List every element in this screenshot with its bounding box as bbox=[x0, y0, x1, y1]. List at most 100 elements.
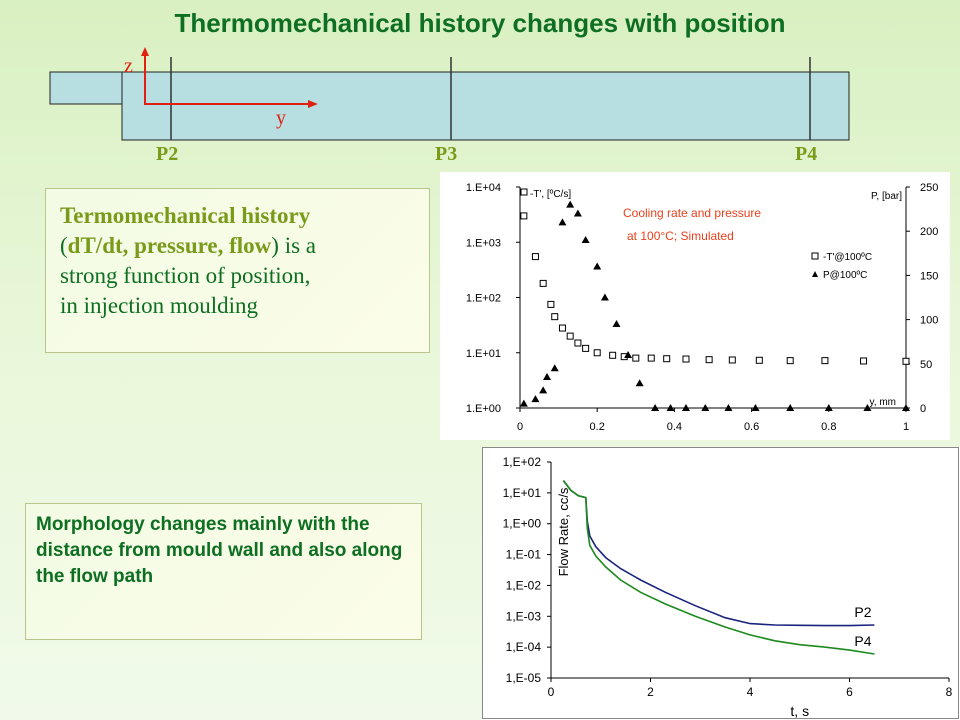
right-axis-label: P, [bar] bbox=[871, 191, 902, 202]
pressure-point bbox=[612, 320, 621, 328]
box1-line1: Termomechanical history bbox=[60, 203, 311, 228]
thermomechanical-text-box: Termomechanical history (dT/dt, pressure… bbox=[45, 188, 430, 353]
pressure-point bbox=[531, 395, 540, 403]
pressure-point bbox=[902, 404, 910, 411]
box1-open-paren: ( bbox=[60, 233, 68, 258]
pressure-point bbox=[593, 262, 602, 270]
x-axis-label: t, s bbox=[790, 703, 809, 719]
right-tick-label: 150 bbox=[920, 270, 938, 282]
pressure-point bbox=[519, 399, 528, 407]
box1-line3: strong function of position, bbox=[60, 263, 311, 288]
y-tick-label: 1,E-03 bbox=[506, 609, 542, 623]
pressure-point bbox=[550, 364, 559, 372]
legend-marker-triangle bbox=[812, 271, 818, 277]
cooling-rate-point bbox=[574, 339, 582, 347]
x-tick-label: 0 bbox=[548, 685, 555, 699]
y-tick-label: 1,E-04 bbox=[506, 640, 542, 654]
series-label-p4: P4 bbox=[854, 633, 871, 649]
pressure-point bbox=[786, 404, 795, 411]
mould-diagram: z y bbox=[49, 47, 850, 141]
cooling-rate-point bbox=[821, 357, 829, 365]
left-axis-label: -T', [ºC/s] bbox=[530, 189, 571, 200]
flow-rate-chart: 1,E-05 1,E-04 1,E-03 1,E-02 1,E-01 1,E+00 1,E+… bbox=[482, 447, 960, 720]
position-label-p4: P4 bbox=[795, 143, 818, 165]
x-tick-label: 0.2 bbox=[590, 421, 605, 433]
pressure-point bbox=[539, 386, 548, 394]
pressure-point bbox=[635, 379, 644, 387]
z-arrow-head bbox=[141, 47, 149, 56]
position-label-p3: P3 bbox=[435, 143, 458, 165]
cooling-rate-point bbox=[609, 351, 617, 359]
right-tick-label: 100 bbox=[920, 315, 938, 327]
x-tick-label: 0.4 bbox=[667, 421, 682, 433]
right-tick-label: 200 bbox=[920, 226, 938, 238]
y-arrow-head bbox=[308, 100, 318, 108]
y-tick-label: 1,E+00 bbox=[503, 517, 542, 531]
cooling-rate-point bbox=[647, 354, 655, 362]
x-tick-label: 6 bbox=[846, 685, 853, 699]
chart-annotation-line2: at 100°C; Simulated bbox=[627, 229, 734, 243]
cooling-rate-point bbox=[755, 356, 763, 364]
pressure-point bbox=[751, 404, 760, 411]
cooling-rate-point bbox=[860, 357, 868, 365]
cooling-rate-point bbox=[566, 332, 574, 340]
cooling-rate-point bbox=[539, 279, 547, 287]
left-tick-label: 1.E+01 bbox=[466, 348, 501, 360]
chart-frame bbox=[482, 447, 959, 719]
cooling-rate-point bbox=[663, 355, 671, 363]
cooling-rate-point bbox=[547, 300, 555, 308]
box1-line4: in injection moulding bbox=[60, 293, 259, 318]
right-tick-label: 50 bbox=[920, 359, 932, 371]
mould-sprue bbox=[49, 71, 123, 105]
pressure-point bbox=[651, 404, 660, 411]
x-tick-label: 2 bbox=[647, 685, 654, 699]
morphology-text-box: Morphology changes mainly with the dista… bbox=[25, 503, 422, 640]
left-axis-marker bbox=[520, 188, 528, 196]
pressure-point bbox=[624, 350, 633, 358]
x-tick-label: 0 bbox=[517, 421, 523, 433]
cooling-rate-point bbox=[682, 355, 690, 363]
y-axis-label: Flow Rate, cc/s bbox=[556, 487, 571, 576]
page-title: Thermomechanical history changes with po… bbox=[174, 8, 786, 38]
y-tick-label: 1,E-01 bbox=[506, 548, 542, 562]
pressure-point bbox=[724, 404, 733, 411]
right-tick-label: 250 bbox=[920, 182, 938, 194]
box1-after-bold: ) is a bbox=[271, 233, 317, 258]
right-tick-label: 0 bbox=[920, 403, 926, 415]
box1-line2: (dT/dt, pressure, flow) is a bbox=[60, 231, 417, 261]
legend-label-pressure: P@100ºC bbox=[823, 270, 867, 281]
x-tick-label: 0.6 bbox=[744, 421, 759, 433]
cooling-rate-point bbox=[632, 354, 640, 362]
chart-annotation-line1: Cooling rate and pressure bbox=[623, 206, 761, 220]
left-tick-label: 1.E+02 bbox=[466, 293, 501, 305]
z-axis-label: z bbox=[124, 55, 133, 77]
pressure-point bbox=[543, 373, 552, 381]
left-tick-label: 1.E+04 bbox=[466, 182, 501, 194]
cooling-rate-point bbox=[551, 313, 559, 321]
pressure-point bbox=[558, 218, 567, 226]
y-tick-label: 1,E+02 bbox=[503, 455, 542, 469]
cooling-rate-point bbox=[728, 356, 736, 364]
legend-marker-square bbox=[811, 252, 819, 260]
cooling-rate-point bbox=[558, 324, 566, 332]
flow-rate-line-p4 bbox=[562, 480, 875, 655]
cooling-rate-point bbox=[582, 344, 590, 352]
cooling-rate-point bbox=[531, 253, 539, 261]
x-tick-label: 4 bbox=[747, 685, 754, 699]
pressure-point bbox=[824, 404, 833, 411]
y-tick-label: 1,E+01 bbox=[503, 486, 542, 500]
position-label-p2: P2 bbox=[156, 143, 179, 165]
x-tick-label: 8 bbox=[946, 685, 953, 699]
pressure-point bbox=[863, 404, 872, 411]
cooling-rate-point bbox=[520, 212, 528, 220]
pressure-point bbox=[566, 200, 575, 208]
y-tick-label: 1,E-02 bbox=[506, 578, 542, 592]
y-tick-label: 1,E-05 bbox=[506, 671, 542, 685]
legend-label-cooling-rate: -T'@100ºC bbox=[823, 252, 872, 263]
flow-rate-line-p2 bbox=[562, 480, 875, 627]
mould-cavity bbox=[121, 71, 850, 141]
pressure-point bbox=[701, 404, 710, 411]
pressure-point bbox=[573, 209, 582, 217]
series-label-p2: P2 bbox=[854, 604, 871, 620]
y-axis-label: y bbox=[276, 107, 286, 129]
